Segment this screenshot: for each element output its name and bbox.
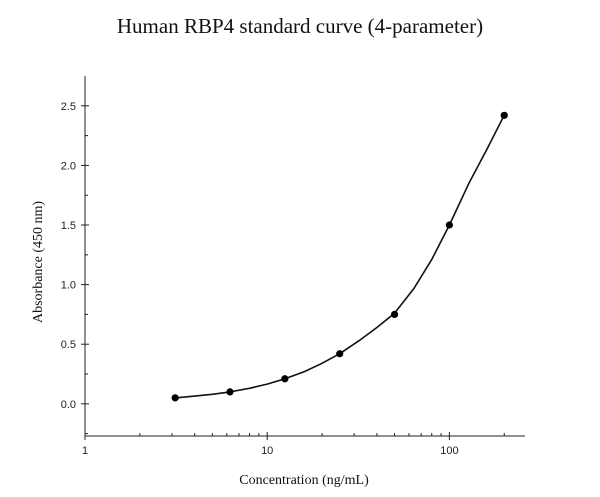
axes: 0.0 0.5 1.0 1.5 2.0 2.5 1 10 100: [61, 76, 525, 457]
data-point: [171, 394, 179, 402]
x-tick-label: 10: [261, 445, 273, 457]
data-point: [390, 310, 399, 319]
y-axis-label: Absorbance (450 nm): [31, 201, 46, 323]
data-point: [445, 221, 453, 229]
data-point: [336, 350, 344, 358]
y-tick-label: 2.0: [61, 160, 76, 172]
x-axis-label: Concentration (ng/mL): [239, 473, 369, 488]
x-tick-label: 100: [440, 445, 458, 457]
y-tick-label: 2.5: [61, 101, 76, 113]
y-tick-label: 1.0: [61, 280, 76, 292]
data-point: [281, 375, 289, 383]
y-tick-label: 0.5: [61, 339, 76, 351]
y-tick-label: 1.5: [61, 220, 76, 232]
axis-labels-layer: Concentration (ng/mL) Absorbance (450 nm…: [31, 201, 369, 488]
data-points-layer: [171, 111, 508, 402]
x-tick-label: 1: [82, 445, 88, 457]
y-tick-label: 0.0: [61, 399, 76, 411]
data-point: [226, 388, 234, 396]
chart-title: Human RBP4 standard curve (4-parameter): [116, 14, 484, 38]
data-point: [500, 111, 508, 119]
